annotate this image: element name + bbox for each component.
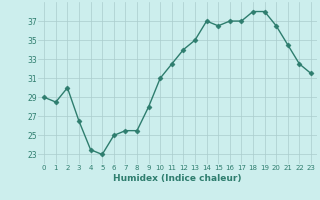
X-axis label: Humidex (Indice chaleur): Humidex (Indice chaleur): [113, 174, 242, 183]
